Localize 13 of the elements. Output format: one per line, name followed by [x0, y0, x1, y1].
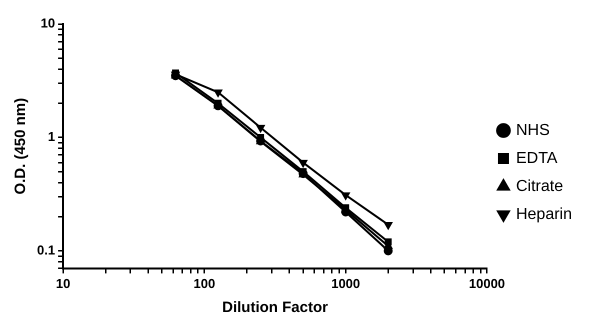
y-tick-label: 1 — [48, 128, 56, 144]
x-tick-label: 100 — [194, 276, 216, 291]
x-axis-title: Dilution Factor — [222, 299, 328, 316]
legend-label: Heparin — [516, 206, 572, 223]
legend-label: EDTA — [516, 150, 558, 167]
y-tick-label: 10 — [40, 16, 56, 31]
x-tick-label: 10000 — [468, 276, 506, 291]
y-axis-title: O.D. (450 nm) — [12, 98, 30, 195]
y-tick-label: 0.1 — [36, 242, 56, 258]
legend-label: NHS — [516, 122, 550, 139]
x-tick-label: 1000 — [331, 276, 360, 291]
x-tick-label: 10 — [56, 276, 70, 291]
legend-label: Citrate — [516, 178, 564, 195]
